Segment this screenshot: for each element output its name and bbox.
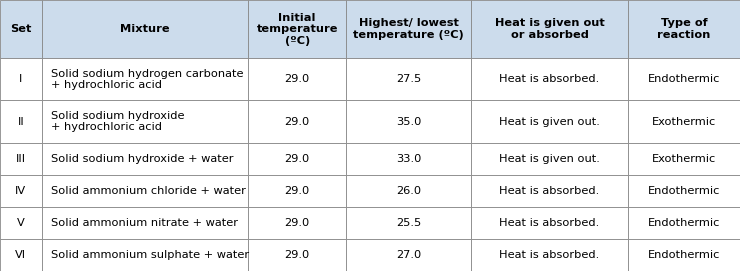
Text: 27.5: 27.5 (396, 74, 421, 84)
Text: Initial
temperature
(ºC): Initial temperature (ºC) (256, 12, 338, 46)
Text: Heat is given out
or absorbed: Heat is given out or absorbed (495, 18, 605, 40)
Bar (628, 101, 740, 143)
Bar (248, 101, 346, 143)
Text: Solid sodium hydroxide
+ hydrochloric acid: Solid sodium hydroxide + hydrochloric ac… (50, 111, 184, 132)
Text: II: II (18, 117, 24, 127)
Bar (346, 58, 471, 101)
Bar (41, 175, 248, 207)
Text: Type of
reaction: Type of reaction (657, 18, 711, 40)
Bar (0, 175, 41, 207)
Bar (628, 175, 740, 207)
Bar (346, 0, 471, 58)
Bar (471, 239, 628, 271)
Bar (0, 0, 41, 58)
Bar (471, 175, 628, 207)
Bar (628, 207, 740, 239)
Text: 29.0: 29.0 (285, 74, 310, 84)
Bar (346, 207, 471, 239)
Text: Solid ammonium sulphate + water: Solid ammonium sulphate + water (50, 250, 249, 260)
Bar (0, 239, 41, 271)
Text: Endothermic: Endothermic (648, 186, 720, 196)
Bar (41, 0, 248, 58)
Text: 29.0: 29.0 (285, 117, 310, 127)
Text: Solid sodium hydrogen carbonate
+ hydrochloric acid: Solid sodium hydrogen carbonate + hydroc… (50, 69, 243, 90)
Text: Heat is absorbed.: Heat is absorbed. (500, 218, 599, 228)
Text: Set: Set (10, 24, 32, 34)
Bar (41, 207, 248, 239)
Text: III: III (16, 154, 26, 164)
Text: Heat is given out.: Heat is given out. (500, 117, 600, 127)
Bar (628, 58, 740, 101)
Text: 25.5: 25.5 (396, 218, 421, 228)
Text: 27.0: 27.0 (396, 250, 421, 260)
Bar (248, 239, 346, 271)
Bar (346, 101, 471, 143)
Text: 33.0: 33.0 (396, 154, 421, 164)
Bar (41, 143, 248, 175)
Bar (248, 143, 346, 175)
Text: Heat is absorbed.: Heat is absorbed. (500, 186, 599, 196)
Bar (346, 143, 471, 175)
Bar (0, 143, 41, 175)
Text: V: V (17, 218, 24, 228)
Text: Solid sodium hydroxide + water: Solid sodium hydroxide + water (50, 154, 233, 164)
Bar (248, 207, 346, 239)
Bar (471, 58, 628, 101)
Bar (248, 58, 346, 101)
Text: Endothermic: Endothermic (648, 74, 720, 84)
Text: 26.0: 26.0 (396, 186, 421, 196)
Text: Exothermic: Exothermic (652, 117, 716, 127)
Text: VI: VI (16, 250, 27, 260)
Text: Mixture: Mixture (120, 24, 169, 34)
Text: 29.0: 29.0 (285, 186, 310, 196)
Text: I: I (19, 74, 22, 84)
Text: Exothermic: Exothermic (652, 154, 716, 164)
Bar (41, 101, 248, 143)
Text: 29.0: 29.0 (285, 154, 310, 164)
Bar (41, 58, 248, 101)
Text: Heat is absorbed.: Heat is absorbed. (500, 250, 599, 260)
Bar (628, 0, 740, 58)
Bar (0, 101, 41, 143)
Bar (0, 207, 41, 239)
Text: Highest/ lowest
temperature (ºC): Highest/ lowest temperature (ºC) (353, 18, 464, 40)
Text: 35.0: 35.0 (396, 117, 421, 127)
Bar (0, 58, 41, 101)
Text: 29.0: 29.0 (285, 250, 310, 260)
Bar (346, 239, 471, 271)
Bar (248, 175, 346, 207)
Text: Heat is given out.: Heat is given out. (500, 154, 600, 164)
Bar (471, 143, 628, 175)
Bar (248, 0, 346, 58)
Text: Heat is absorbed.: Heat is absorbed. (500, 74, 599, 84)
Bar (471, 0, 628, 58)
Bar (628, 143, 740, 175)
Text: Solid ammonium nitrate + water: Solid ammonium nitrate + water (50, 218, 238, 228)
Bar (471, 207, 628, 239)
Text: Endothermic: Endothermic (648, 250, 720, 260)
Bar (41, 239, 248, 271)
Bar (346, 175, 471, 207)
Bar (471, 101, 628, 143)
Text: 29.0: 29.0 (285, 218, 310, 228)
Bar (628, 239, 740, 271)
Text: Endothermic: Endothermic (648, 218, 720, 228)
Text: Solid ammonium chloride + water: Solid ammonium chloride + water (50, 186, 246, 196)
Text: IV: IV (16, 186, 27, 196)
